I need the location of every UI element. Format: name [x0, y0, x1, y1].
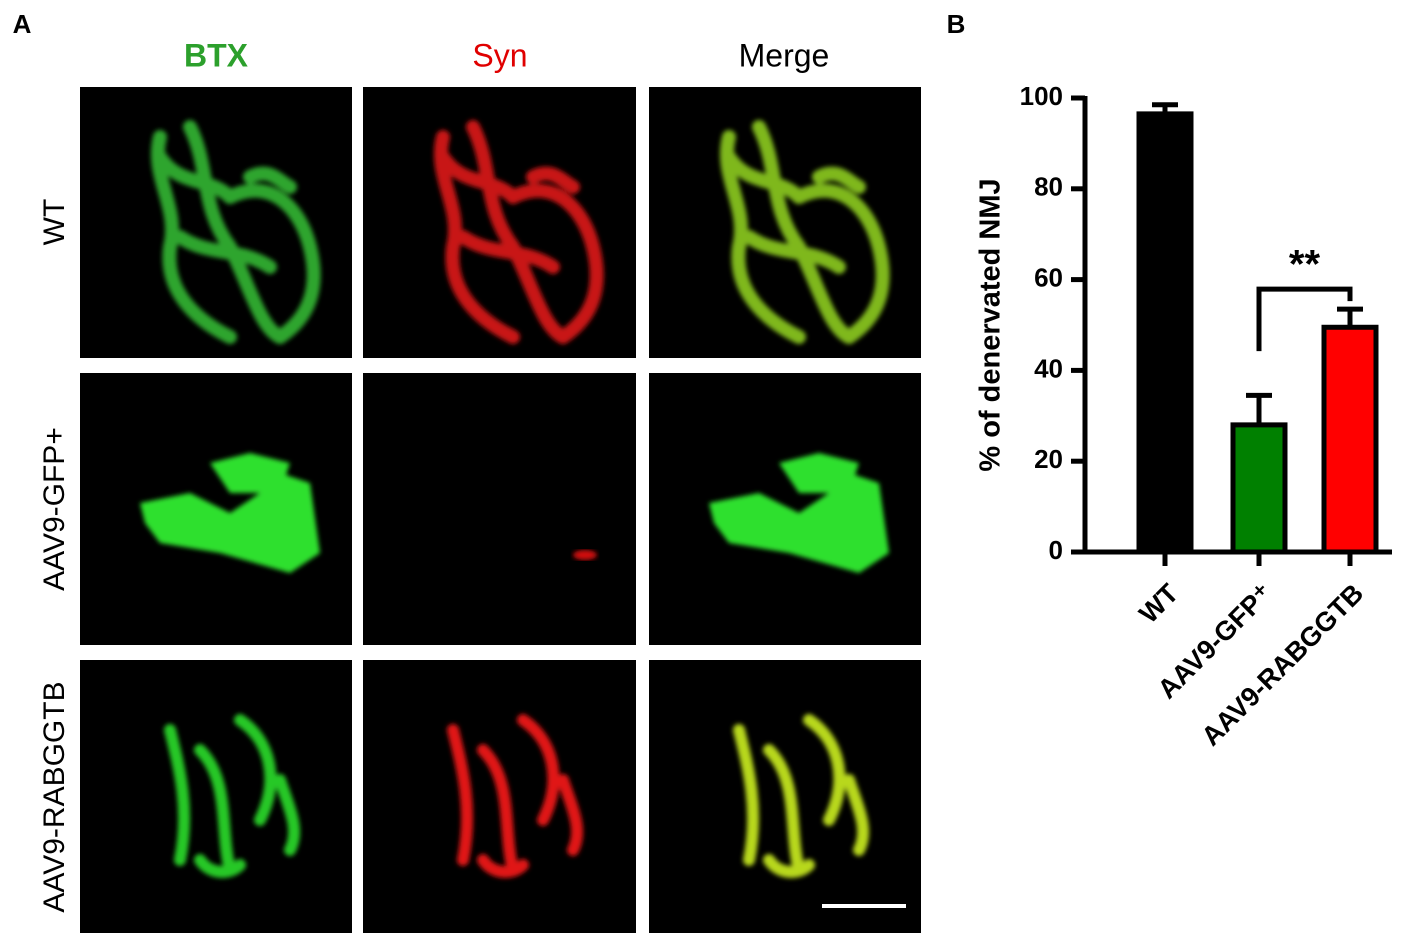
bar — [1321, 324, 1379, 555]
y-tick-label: 20 — [1034, 444, 1063, 474]
y-tick-label: 80 — [1034, 172, 1063, 202]
bar — [1230, 422, 1288, 555]
y-tick-label: 0 — [1049, 535, 1063, 565]
significance-bracket — [1256, 286, 1353, 352]
y-tick-label: 100 — [1020, 81, 1063, 111]
y-tick-label: 60 — [1034, 262, 1063, 292]
y-tick-label: 40 — [1034, 353, 1063, 383]
column-title: Syn — [472, 37, 527, 73]
x-tick-label: WT — [1133, 578, 1184, 629]
row-label: WT — [38, 199, 71, 246]
panel-letter: A — [13, 9, 32, 39]
row-label: AAV9-GFP+ — [38, 427, 71, 591]
bar — [1136, 111, 1194, 555]
significance-label: ** — [1289, 243, 1321, 287]
stain — [573, 550, 597, 560]
column-title: BTX — [184, 37, 249, 73]
y-axis-label: % of denervated NMJ — [975, 178, 1007, 471]
column-title: Merge — [739, 37, 830, 73]
panel-letter: B — [947, 9, 966, 39]
micrographs — [80, 87, 921, 933]
image — [363, 373, 636, 645]
row-label: AAV9-RABGGTB — [38, 681, 71, 912]
x-tick-label: AAV9-RABGGTB — [1196, 578, 1370, 752]
